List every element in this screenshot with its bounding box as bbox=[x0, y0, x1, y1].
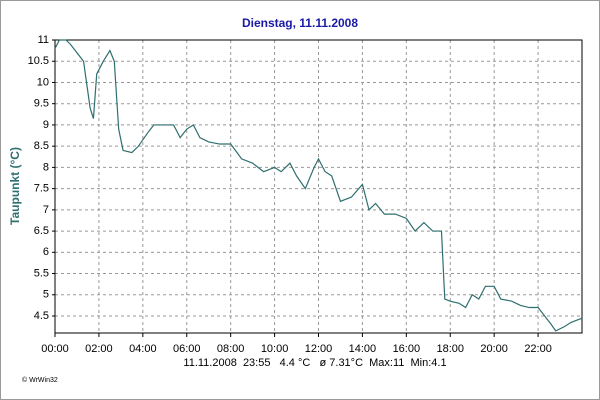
y-tick-label: 4.5 bbox=[34, 310, 49, 322]
x-tick-label: 02:00 bbox=[85, 343, 113, 355]
y-tick-label: 10.5 bbox=[28, 55, 49, 67]
y-tick-label: 8.5 bbox=[34, 140, 49, 152]
credit: © WrWin32 bbox=[22, 376, 58, 384]
x-tick-label: 06:00 bbox=[173, 343, 201, 355]
x-tick-label: 22:00 bbox=[524, 343, 552, 355]
y-tick-label: 7 bbox=[43, 204, 49, 216]
x-tick-label: 12:00 bbox=[305, 343, 333, 355]
y-tick-label: 6.5 bbox=[34, 225, 49, 237]
y-tick-label: 5.5 bbox=[34, 267, 49, 279]
x-tick-label: 08:00 bbox=[217, 343, 245, 355]
x-tick-label: 16:00 bbox=[393, 343, 421, 355]
data-line bbox=[54, 39, 583, 332]
x-tick-label: 10:00 bbox=[261, 343, 289, 355]
y-axis-label: Taupunkt (°C) bbox=[8, 147, 22, 225]
chart-title: Dienstag, 11.11.2008 bbox=[242, 16, 358, 30]
x-tick-label: 14:00 bbox=[349, 343, 377, 355]
y-tick-label: 10 bbox=[37, 76, 49, 88]
y-tick-label: 11 bbox=[38, 34, 49, 46]
footer: 11.11.2008 23:55 4.4 °C ø 7.31°C Max:11 … bbox=[183, 357, 446, 369]
plot-border bbox=[54, 39, 583, 334]
y-tick-label: 9.5 bbox=[34, 98, 49, 110]
y-tick-label: 8 bbox=[43, 161, 49, 173]
x-tick-label: 00:00 bbox=[41, 343, 69, 355]
y-tick-label: 7.5 bbox=[34, 183, 49, 195]
y-tick-label: 5 bbox=[43, 289, 49, 301]
x-tick-label: 18:00 bbox=[436, 343, 464, 355]
x-tick-label: 04:00 bbox=[129, 343, 157, 355]
x-tick-label: 20:00 bbox=[480, 343, 508, 355]
y-tick-label: 9 bbox=[43, 119, 49, 131]
y-tick-label: 6 bbox=[43, 246, 49, 258]
